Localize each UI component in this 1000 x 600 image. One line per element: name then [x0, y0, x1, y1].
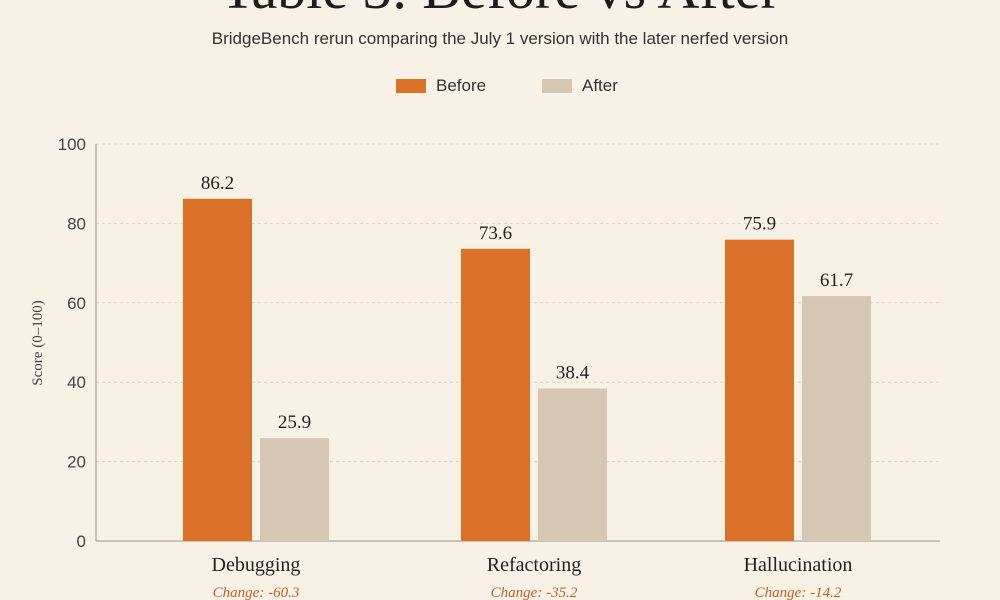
chart-title: Table 3: Before vs After	[0, 0, 1000, 18]
legend-item-after: After	[542, 76, 618, 96]
bar-value-label: 86.2	[201, 173, 234, 194]
bar-value-label: 61.7	[820, 270, 853, 291]
y-tick-label: 40	[67, 373, 86, 392]
legend-item-before: Before	[396, 76, 486, 96]
chart-subtitle: BridgeBench rerun comparing the July 1 v…	[211, 29, 789, 48]
x-tick-label: Debugging	[212, 554, 301, 576]
bar-before	[461, 248, 530, 542]
legend: Before After	[0, 76, 1000, 98]
y-tick-label: 100	[58, 135, 86, 154]
legend-label-before: Before	[436, 76, 487, 95]
x-tick-label: Refactoring	[487, 554, 581, 576]
y-tick-label: 20	[67, 453, 86, 472]
change-annotation: Change: -35.2	[491, 585, 578, 600]
change-annotation: Change: -14.2	[755, 585, 842, 600]
y-axis-label: Score (0–100)	[30, 300, 46, 385]
legend-swatch-before	[396, 79, 426, 93]
bar-value-label: 38.4	[556, 363, 590, 384]
change-annotation: Change: -60.3	[213, 585, 300, 600]
bar-after	[802, 296, 871, 541]
bar-after	[260, 438, 329, 541]
bar-value-label: 73.6	[479, 223, 512, 244]
y-tick-label: 80	[67, 214, 86, 233]
y-tick-label: 60	[67, 294, 86, 313]
y-tick-label: 0	[77, 532, 86, 551]
bar-before	[183, 198, 252, 541]
legend-label-after: After	[582, 76, 618, 95]
bar-after	[538, 388, 607, 541]
bar-value-label: 75.9	[743, 214, 776, 235]
bar-before	[725, 239, 794, 541]
legend-swatch-after	[542, 79, 572, 93]
x-tick-label: Hallucination	[744, 554, 853, 576]
bar-value-label: 25.9	[278, 412, 311, 433]
